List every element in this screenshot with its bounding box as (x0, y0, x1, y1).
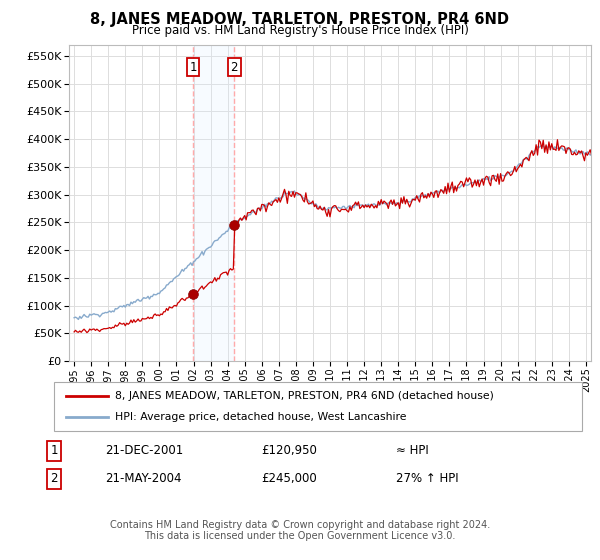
Text: 8, JANES MEADOW, TARLETON, PRESTON, PR4 6ND (detached house): 8, JANES MEADOW, TARLETON, PRESTON, PR4 … (115, 391, 494, 401)
Text: 21-MAY-2004: 21-MAY-2004 (105, 472, 182, 486)
Text: HPI: Average price, detached house, West Lancashire: HPI: Average price, detached house, West… (115, 412, 407, 422)
Text: Price paid vs. HM Land Registry's House Price Index (HPI): Price paid vs. HM Land Registry's House … (131, 24, 469, 37)
Text: 2: 2 (230, 60, 238, 73)
Text: 1: 1 (50, 444, 58, 458)
Text: ≈ HPI: ≈ HPI (396, 444, 429, 458)
Text: 2: 2 (50, 472, 58, 486)
Text: 1: 1 (189, 60, 197, 73)
Text: Contains HM Land Registry data © Crown copyright and database right 2024.
This d: Contains HM Land Registry data © Crown c… (110, 520, 490, 542)
Text: 27% ↑ HPI: 27% ↑ HPI (396, 472, 458, 486)
Text: £120,950: £120,950 (261, 444, 317, 458)
Text: £245,000: £245,000 (261, 472, 317, 486)
Text: 21-DEC-2001: 21-DEC-2001 (105, 444, 183, 458)
Bar (193, 45, 235, 361)
Text: 8, JANES MEADOW, TARLETON, PRESTON, PR4 6ND: 8, JANES MEADOW, TARLETON, PRESTON, PR4 … (91, 12, 509, 27)
